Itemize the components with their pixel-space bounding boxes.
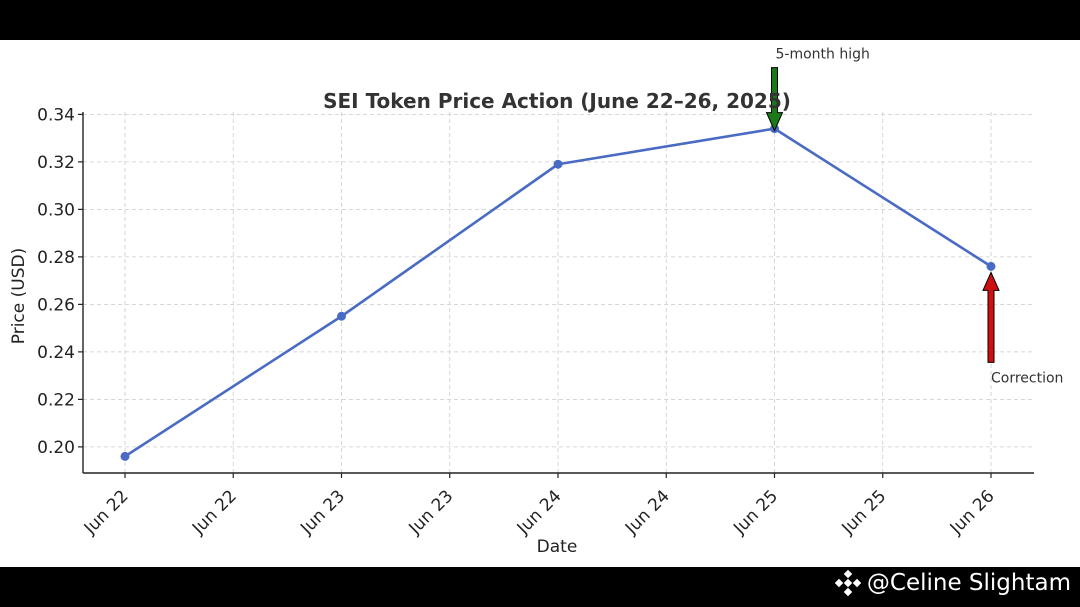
peak-annotation-text: 5-month high	[776, 47, 870, 63]
watermark-text: @Celine Slightam	[866, 570, 1071, 596]
y-tick-label: 0.28	[37, 248, 75, 268]
chart-title: SEI Token Price Action (June 22–26, 2025…	[323, 89, 791, 113]
top-black-bar	[0, 0, 1080, 40]
binance-diamond-logo-icon	[834, 570, 861, 596]
y-tick-label: 0.34	[37, 105, 75, 125]
x-axis-label: Date	[537, 537, 578, 557]
series-layer	[120, 124, 996, 461]
peak-arrow	[765, 67, 784, 132]
y-tick-label: 0.20	[37, 438, 75, 458]
y-axis-label: Price (USD)	[9, 248, 29, 344]
x-tick-label: Jun 24	[621, 486, 674, 539]
x-tick-label: Jun 22	[188, 486, 241, 539]
x-tick-label: Jun 23	[405, 486, 458, 539]
y-tick-label: 0.22	[37, 390, 75, 410]
y-tick-label: 0.26	[37, 295, 75, 315]
x-tick-label: Jun 22	[80, 486, 133, 539]
x-tick-label: Jun 24	[513, 486, 566, 539]
y-tick-label: 0.32	[37, 153, 75, 173]
bottom-black-bar	[0, 567, 1080, 607]
y-tick-label: 0.30	[37, 200, 75, 220]
x-tick-label: Jun 26	[946, 486, 999, 539]
x-tick-label: Jun 25	[729, 486, 782, 539]
axes: 0.20 0.22 0.24 0.26 0.28 0.30 0.32 0.34 Jun 22 Ju…	[37, 105, 1034, 539]
correction-annotation-text: Correction	[991, 370, 1063, 386]
x-tick-label: Jun 25	[838, 486, 891, 539]
annotations: 5-month high Correction	[765, 47, 1063, 386]
correction-arrow	[982, 271, 1000, 363]
x-tick-label: Jun 23	[296, 486, 349, 539]
grid	[83, 112, 1034, 473]
watermark: @Celine Slightam	[834, 568, 1071, 598]
data-point	[337, 311, 346, 321]
data-point	[553, 159, 563, 169]
y-tick-label: 0.24	[37, 343, 75, 363]
data-point	[986, 261, 996, 271]
data-point	[120, 451, 130, 461]
